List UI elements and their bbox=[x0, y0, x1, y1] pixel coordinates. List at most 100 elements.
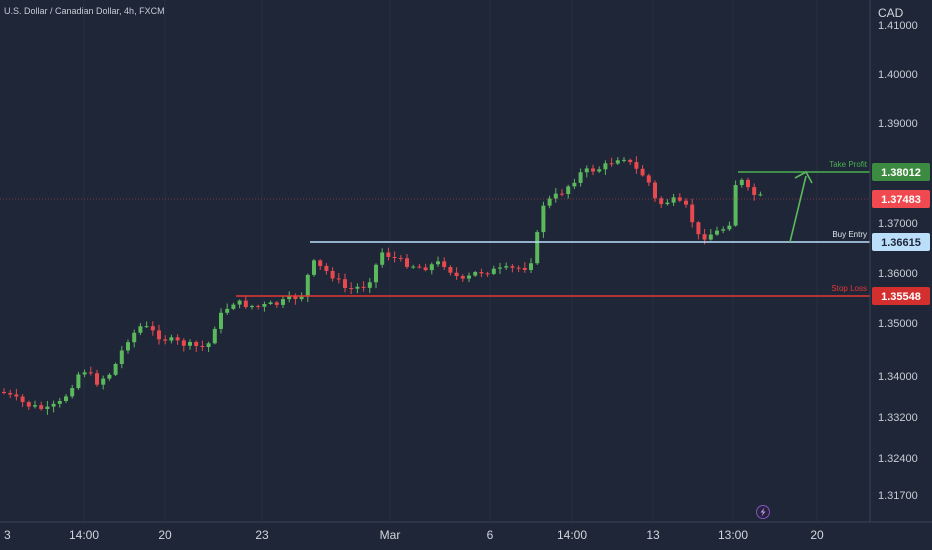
take-profit-price-tag bbox=[872, 163, 930, 181]
take-profit-label: Take Profit bbox=[829, 160, 868, 169]
time-tick-labels[interactable]: 3 14:00 20 23 Mar 6 14:00 13 13:00 20 bbox=[4, 528, 824, 542]
projection-arrowhead bbox=[794, 170, 813, 184]
candle bbox=[33, 400, 37, 409]
buy-entry-label: Buy Entry bbox=[832, 230, 867, 239]
candle bbox=[163, 335, 168, 345]
candle bbox=[20, 394, 25, 407]
candle bbox=[281, 295, 285, 308]
candle bbox=[510, 264, 515, 273]
candle bbox=[95, 369, 99, 387]
candle bbox=[119, 346, 124, 369]
candle bbox=[516, 265, 521, 273]
price-tick-label: 1.33200 bbox=[878, 412, 918, 424]
stop-loss-label: Stop Loss bbox=[831, 284, 867, 293]
candle bbox=[194, 340, 199, 352]
candle bbox=[336, 272, 341, 284]
price-tick-label: 1.41000 bbox=[878, 20, 918, 32]
candle bbox=[560, 189, 564, 197]
candle bbox=[628, 158, 633, 165]
candle bbox=[367, 278, 372, 294]
candle bbox=[677, 193, 682, 203]
candle bbox=[591, 164, 595, 176]
candle bbox=[572, 178, 577, 190]
buy-entry-price-tag bbox=[872, 233, 930, 251]
candle bbox=[361, 281, 366, 292]
take-profit-price: 1.38012 bbox=[881, 167, 921, 179]
candle bbox=[219, 308, 223, 334]
candle bbox=[739, 178, 744, 188]
lightning-bolt-icon[interactable] bbox=[756, 505, 770, 519]
candle bbox=[225, 303, 230, 315]
candle bbox=[448, 265, 453, 276]
candle bbox=[746, 177, 750, 191]
candle bbox=[553, 188, 558, 203]
candle bbox=[312, 259, 316, 277]
candle bbox=[70, 384, 75, 399]
price-tick-label: 1.31700 bbox=[878, 490, 918, 502]
candle bbox=[206, 341, 211, 352]
candle bbox=[491, 265, 496, 276]
candle bbox=[101, 375, 106, 390]
candle bbox=[231, 302, 236, 311]
candle bbox=[51, 400, 56, 413]
current-price-tag bbox=[872, 190, 930, 208]
candle bbox=[293, 293, 298, 305]
candle bbox=[715, 226, 719, 236]
time-tick-label: 6 bbox=[487, 528, 494, 542]
candle bbox=[498, 262, 502, 274]
candle bbox=[529, 258, 533, 274]
candle bbox=[45, 400, 50, 415]
candle bbox=[200, 340, 205, 351]
candle bbox=[423, 263, 428, 272]
candle bbox=[392, 251, 397, 263]
candle bbox=[355, 283, 360, 294]
candle bbox=[727, 221, 732, 232]
candle bbox=[417, 264, 422, 269]
price-tick-label: 1.37000 bbox=[878, 218, 918, 230]
candle bbox=[622, 157, 626, 163]
candle bbox=[330, 267, 335, 282]
candle bbox=[733, 180, 738, 227]
candle bbox=[398, 255, 403, 262]
time-tick-label: 14:00 bbox=[557, 528, 587, 542]
candle bbox=[380, 248, 385, 268]
candle bbox=[665, 199, 670, 206]
candle bbox=[268, 300, 273, 306]
candle bbox=[175, 334, 180, 345]
candle bbox=[411, 264, 416, 269]
candle bbox=[684, 198, 688, 208]
candle bbox=[634, 156, 639, 174]
candle bbox=[150, 321, 155, 336]
candle bbox=[138, 323, 143, 336]
time-tick-label: 14:00 bbox=[69, 528, 99, 542]
candle bbox=[39, 401, 44, 411]
time-tick-label: Mar bbox=[380, 528, 401, 542]
candle bbox=[386, 247, 391, 261]
candle bbox=[615, 157, 620, 165]
candle bbox=[250, 304, 254, 310]
candle bbox=[374, 263, 378, 289]
time-tick-label: 3 bbox=[4, 528, 11, 542]
candle bbox=[609, 157, 614, 167]
candle bbox=[181, 338, 186, 352]
price-tick-label: 1.35000 bbox=[878, 318, 918, 330]
candlestick-series bbox=[2, 156, 763, 415]
price-tick-label: 1.36000 bbox=[878, 268, 918, 280]
candle bbox=[88, 366, 93, 376]
candle bbox=[696, 221, 701, 240]
candle bbox=[324, 263, 329, 275]
candle bbox=[318, 259, 323, 270]
candle bbox=[82, 369, 87, 378]
price-tick-label: 1.34000 bbox=[878, 371, 918, 383]
time-tick-label: 13 bbox=[646, 528, 660, 542]
price-axis[interactable] bbox=[870, 0, 932, 522]
candle bbox=[436, 256, 440, 267]
candle bbox=[343, 273, 347, 293]
candle bbox=[479, 268, 484, 278]
candle bbox=[671, 193, 676, 206]
grid-lines bbox=[83, 0, 818, 522]
projection-arrow[interactable] bbox=[789, 175, 807, 243]
candle bbox=[640, 165, 645, 177]
